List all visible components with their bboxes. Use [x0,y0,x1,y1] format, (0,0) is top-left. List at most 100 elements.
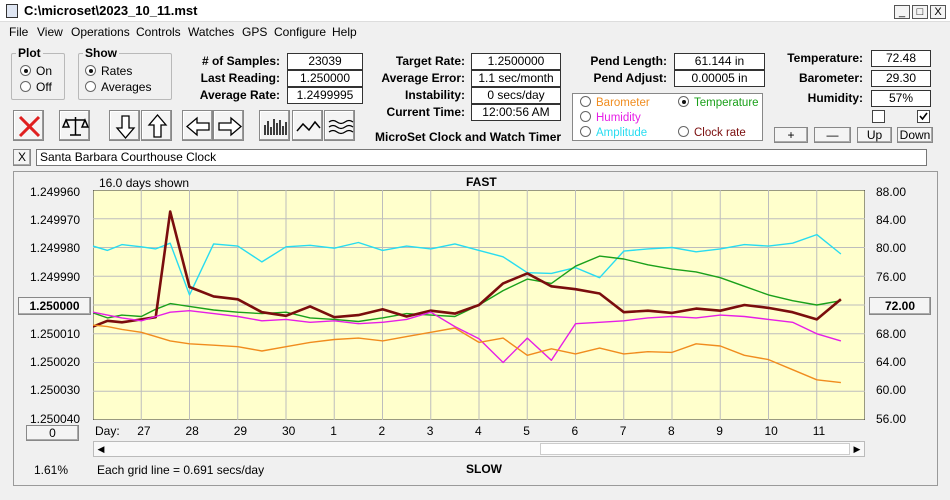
temperature-value: 72.48 [871,50,931,67]
series-label-temperature: Temperature [694,97,759,109]
x-tick-label: 7 [619,424,627,438]
plot-on-label: On [36,64,53,78]
horizontal-scrollbar[interactable]: ◀ ▶ [93,441,865,457]
radio-icon [678,126,689,137]
right-center-value-button[interactable]: 72.00 [869,297,931,315]
grid-note: Each grid line = 0.691 secs/day [97,463,265,477]
scale-minus-button[interactable]: — [814,127,851,143]
series-label-amplitude: Amplitude [596,127,648,139]
radio-icon [20,81,31,92]
x-tick-label: 5 [523,424,530,438]
show-group: Show [78,46,172,100]
left-tick-label: 1.250040 [30,412,81,426]
menu-bar: File View Operations Controls Watches GP… [0,22,950,42]
series-label-barometer: Barometer [596,97,650,109]
menu-watches[interactable]: Watches [188,25,235,39]
arrow-down-icon [115,115,136,140]
series-line-temperature [93,255,842,323]
left-tick-label: 1.249980 [30,241,81,255]
series-radio-humidity[interactable]: Humidity [580,111,641,125]
scroll-right-arrow-icon[interactable]: ▶ [853,444,861,454]
plot-group-title: Plot [18,46,41,60]
right-tick-label: 80.00 [876,241,907,255]
series-radio-temperature[interactable]: Temperature [678,96,759,110]
stop-button[interactable] [13,110,44,141]
right-tick-label: 56.00 [876,412,907,426]
radio-icon [580,126,591,137]
series-radio-barometer[interactable]: Barometer [580,96,650,110]
checkbox-left[interactable] [872,110,885,123]
series-line-barometer [93,324,841,384]
checkbox-right[interactable] [917,110,930,123]
app-caption: MicroSet Clock and Watch Timer [375,130,562,144]
scroll-up-button[interactable] [141,110,172,141]
menu-file[interactable]: File [9,25,29,39]
series-label-clock-rate: Clock rate [694,127,746,139]
rate-chart[interactable] [93,190,865,420]
series-radio-amplitude[interactable]: Amplitude [580,126,647,140]
arrow-up-icon [147,113,168,138]
average-error-label: Average Error: [381,71,465,85]
series-radio-clock-rate[interactable]: Clock rate [678,126,746,140]
menu-gps[interactable]: GPS [242,25,268,39]
samples-label: # of Samples: [201,54,280,68]
show-averages-radio[interactable]: Averages [85,80,151,94]
scroll-right-button[interactable] [213,110,244,141]
last-reading-label: Last Reading: [200,71,280,85]
average-error-value: 1.1 sec/month [471,70,561,87]
series-label-humidity: Humidity [596,112,641,124]
x-tick-label: 8 [668,424,675,438]
menu-view[interactable]: View [37,25,63,39]
current-time-label: Current Time: [386,105,465,119]
pend-length-value[interactable]: 61.144 in [674,53,765,70]
x-tick-label: 9 [716,424,723,438]
scroll-left-button[interactable] [182,110,213,141]
average-rate-value: 1.2499995 [287,87,363,104]
maximize-button[interactable]: □ [912,5,928,19]
scale-up-button[interactable]: Up [857,127,892,143]
pend-adjust-label: Pend Adjust: [593,71,667,85]
menu-controls[interactable]: Controls [136,25,181,39]
minimize-button[interactable]: _ [894,5,910,19]
series-line-humidity [93,310,842,364]
left-tick-label: 1.249990 [30,270,81,284]
menu-help[interactable]: Help [332,25,357,39]
wave-lines-icon [328,119,354,135]
x-tick-label: 28 [185,424,199,438]
clear-name-button[interactable]: X [13,149,31,166]
show-rates-radio[interactable]: Rates [85,64,132,78]
bar-graph-button[interactable] [259,110,290,141]
clock-name-field[interactable]: Santa Barbara Courthouse Clock [36,149,927,166]
scroll-left-arrow-icon[interactable]: ◀ [97,444,105,454]
right-tick-label: 68.00 [876,327,907,341]
balance-button[interactable] [59,110,90,141]
menu-operations[interactable]: Operations [71,25,130,39]
close-button[interactable]: X [930,5,946,19]
line-graph-icon [296,120,321,132]
series-line-clock-rate [93,210,842,328]
x-tick-label: 11 [812,424,826,438]
series-line-amplitude [93,233,842,296]
menu-configure[interactable]: Configure [274,25,327,39]
left-center-value-button[interactable]: 1.250000 [18,297,91,315]
left-tick-label: 1.249970 [30,213,81,227]
plot-on-radio[interactable]: On [20,64,52,78]
window-title: C:\microset\2023_10_11.mst [24,3,198,18]
x-tick-label: 3 [426,424,434,438]
pend-adjust-value: 0.00005 in [674,70,765,87]
scale-plus-button[interactable]: + [774,127,808,143]
average-rate-label: Average Rate: [199,88,280,102]
current-time-value: 12:00:56 AM [471,104,561,121]
arrow-right-icon [218,116,243,137]
plot-off-radio[interactable]: Off [20,80,52,94]
series-selector: Barometer Temperature Humidity Amplitude… [572,93,763,141]
line-graph-button[interactable] [292,110,323,141]
x-axis-label: Day: [95,424,120,438]
zero-button[interactable]: 0 [26,425,79,441]
scroll-down-button[interactable] [109,110,140,141]
wave-graph-button[interactable] [324,110,355,141]
scale-down-button[interactable]: Down [897,127,933,143]
target-rate-value[interactable]: 1.2500000 [471,53,561,70]
scrollbar-thumb[interactable] [540,443,850,455]
fast-label: FAST [466,175,497,189]
